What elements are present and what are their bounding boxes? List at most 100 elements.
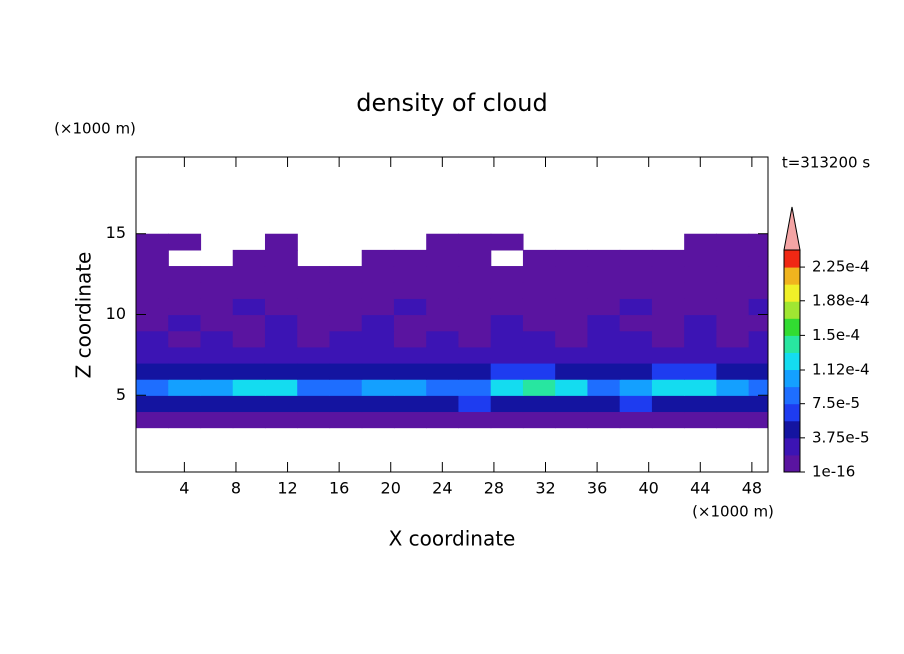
colorbar-swatch	[784, 403, 800, 422]
contour-cell	[329, 379, 363, 396]
contour-cell	[748, 362, 768, 380]
contour-cell	[297, 282, 331, 299]
contour-cell	[264, 330, 298, 348]
contour-cell	[619, 379, 653, 396]
contour-cell	[555, 411, 589, 429]
contour-cell	[522, 395, 556, 413]
contour-cell	[716, 282, 750, 299]
contour-cell	[361, 266, 395, 283]
contour-cell	[587, 395, 621, 413]
contour-cell	[716, 411, 750, 429]
contour-cell	[393, 298, 427, 316]
contour-cell	[619, 411, 653, 429]
contour-cell	[522, 249, 556, 267]
contour-cell	[619, 282, 653, 299]
contour-cell	[748, 330, 768, 348]
contour-cell	[490, 266, 524, 283]
x-tick-label: 24	[432, 479, 452, 498]
contour-cell	[651, 330, 685, 348]
contour-cell	[200, 330, 234, 348]
contour-cell	[426, 395, 460, 413]
contour-cell	[232, 266, 266, 283]
contour-cell	[748, 233, 768, 251]
contour-cell	[490, 282, 524, 299]
contour-cell	[684, 395, 718, 413]
contour-cell	[716, 298, 750, 316]
contour-cell	[168, 298, 202, 316]
contour-cell	[522, 411, 556, 429]
contour-cell	[329, 282, 363, 299]
contour-cell	[200, 379, 234, 396]
contour-cell	[555, 362, 589, 380]
contour-cell	[555, 314, 589, 332]
contour-cell	[458, 395, 492, 413]
contour-cell	[748, 314, 768, 332]
contour-cell	[587, 379, 621, 396]
contour-cell	[684, 346, 718, 364]
contour-cell	[426, 266, 460, 283]
contour-cell	[490, 411, 524, 429]
contour-cell	[361, 379, 395, 396]
contour-cell	[361, 314, 395, 332]
contour-cell	[716, 233, 750, 251]
contour-cell	[716, 346, 750, 364]
contour-cell	[522, 346, 556, 364]
contour-cell	[651, 346, 685, 364]
contour-cell	[684, 249, 718, 267]
contour-cell	[426, 298, 460, 316]
contour-cell	[264, 362, 298, 380]
contour-cell	[264, 249, 298, 267]
contour-cell	[329, 346, 363, 364]
contour-cell	[684, 233, 718, 251]
contour-cell	[651, 379, 685, 396]
contour-cell	[684, 282, 718, 299]
contour-cell	[587, 346, 621, 364]
contour-cell	[136, 330, 169, 348]
contour-cell	[232, 362, 266, 380]
contour-cell	[651, 298, 685, 316]
contour-cell	[329, 395, 363, 413]
contour-cell	[555, 298, 589, 316]
contour-cell	[748, 249, 768, 267]
contour-cell	[329, 314, 363, 332]
x-tick-label: 40	[639, 479, 659, 498]
contour-cell	[393, 282, 427, 299]
contour-cell	[168, 266, 202, 283]
contour-cell	[458, 411, 492, 429]
x-tick-label: 44	[690, 479, 710, 498]
contour-cell	[490, 233, 524, 251]
contour-cell	[458, 249, 492, 267]
x-tick-label: 48	[742, 479, 762, 498]
contour-cell	[716, 314, 750, 332]
contour-cell	[651, 395, 685, 413]
contour-cell	[232, 314, 266, 332]
contour-cell	[490, 314, 524, 332]
y-axis-label: Z coordinate	[72, 252, 96, 379]
contour-field	[136, 233, 768, 429]
y-unit: (×1000 m)	[54, 120, 136, 138]
x-tick-label: 12	[277, 479, 297, 498]
contour-cell	[361, 395, 395, 413]
contour-cell	[264, 266, 298, 283]
contour-cell	[458, 346, 492, 364]
contour-cell	[716, 362, 750, 380]
contour-cell	[490, 330, 524, 348]
colorbar-extension	[783, 206, 801, 251]
contour-cell	[297, 395, 331, 413]
x-unit: (×1000 m)	[692, 503, 774, 521]
contour-cell	[651, 362, 685, 380]
colorbar-swatch	[784, 318, 800, 336]
contour-cell	[393, 362, 427, 380]
contour-cell	[329, 362, 363, 380]
contour-cell	[200, 411, 234, 429]
contour-cell	[458, 314, 492, 332]
contour-cell	[748, 346, 768, 364]
contour-cell	[587, 411, 621, 429]
contour-cell	[619, 298, 653, 316]
contour-cell	[426, 249, 460, 267]
colorbar-tick-label: 7.5e-5	[812, 394, 860, 412]
contour-cell	[297, 266, 331, 283]
contour-cell	[393, 346, 427, 364]
x-tick-label: 16	[329, 479, 349, 498]
